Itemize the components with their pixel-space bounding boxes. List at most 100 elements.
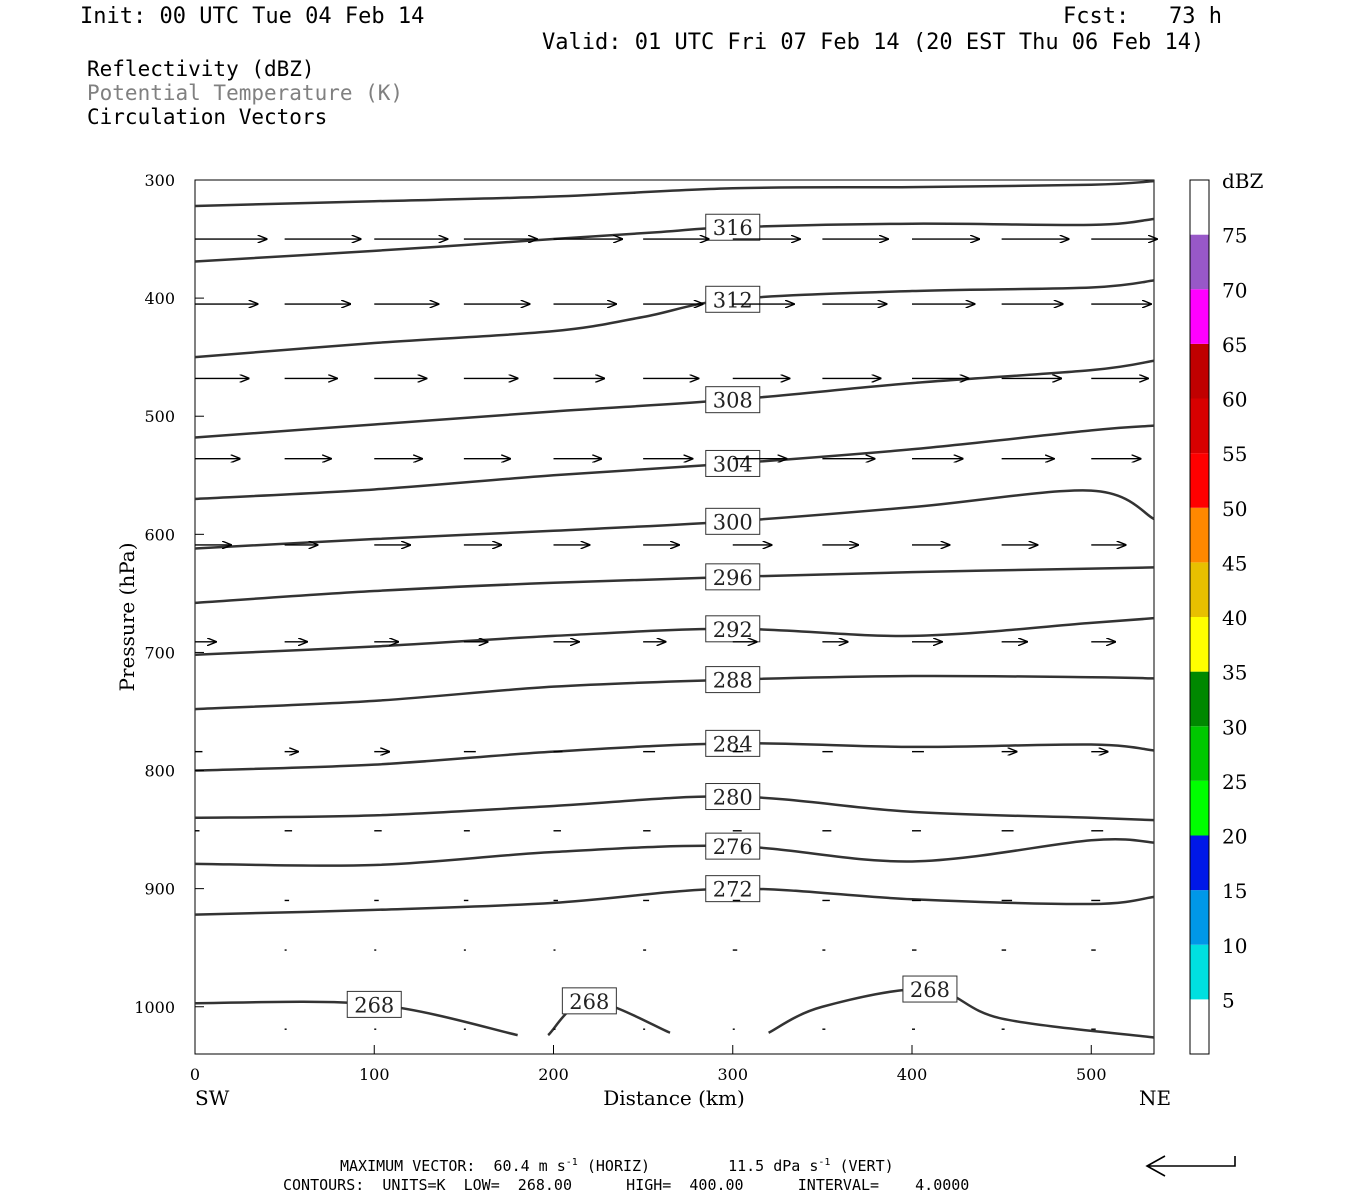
- contour-label-box: [705, 563, 761, 591]
- colorbar-level-label: 30: [1222, 715, 1247, 739]
- colorbar-swatch: [1190, 343, 1209, 399]
- colorbar-swatch: [1190, 835, 1209, 891]
- forecast-hour: Fcst: 73 h: [1063, 4, 1222, 29]
- colorbar-swatch: [1190, 398, 1209, 454]
- contour-label-text: 300: [713, 510, 753, 534]
- contour-label-box: [705, 213, 761, 241]
- contour-label: 308: [705, 386, 761, 414]
- y-tick-label: 600: [144, 525, 175, 544]
- horiz-unit-exponent: -1: [565, 1157, 578, 1168]
- max-vector-text: MAXIMUM VECTOR: 60.4 m s: [340, 1157, 566, 1175]
- contour-label: 268: [561, 987, 617, 1015]
- colorbar-level-label: 55: [1222, 442, 1247, 466]
- contour-layer: 316 312 308 304 300 296 292 288 284 280 276 272 268 2…: [194, 179, 1155, 1039]
- plot-area: [194, 179, 1155, 1055]
- valid-time: Valid: 01 UTC Fri 07 Feb 14 (20 EST Thu …: [542, 30, 1205, 55]
- colorbar-level-label: 75: [1222, 224, 1247, 248]
- contour-label: 292: [705, 615, 761, 643]
- colorbar-swatch: [1190, 780, 1209, 836]
- contour-label-text: 296: [713, 566, 753, 590]
- contour-line: [194, 279, 1155, 359]
- colorbar-swatch: [1190, 944, 1209, 1000]
- contour-label-text: 268: [354, 993, 394, 1017]
- contour-label-text: 308: [713, 389, 753, 413]
- legend-circulation-vectors: Circulation Vectors: [87, 105, 328, 129]
- init-time: Init: 00 UTC Tue 04 Feb 14: [80, 4, 425, 29]
- contour-label-text: 272: [713, 878, 753, 902]
- contour-label-text: 304: [713, 452, 753, 476]
- y-tick-label: 300: [144, 171, 175, 190]
- vert-unit-exponent: -1: [818, 1157, 831, 1168]
- colorbar-swatch: [1190, 617, 1209, 672]
- colorbar-level-label: 5: [1222, 988, 1235, 1012]
- colorbar-swatch: [1190, 180, 1209, 235]
- contour-label-box: [705, 729, 761, 757]
- colorbar-level-label: 25: [1222, 770, 1247, 794]
- colorbar-swatch: [1190, 562, 1209, 617]
- x-tick-label: 300: [717, 1065, 748, 1084]
- contour-label-box: [705, 875, 761, 903]
- colorbar-swatch: [1190, 999, 1209, 1054]
- colorbar-level-label: 70: [1222, 278, 1247, 302]
- x-tick-label: 100: [359, 1065, 390, 1084]
- y-tick-label: 1000: [134, 998, 175, 1017]
- x-tick-label: 500: [1076, 1065, 1107, 1084]
- axis-layer: 0 100 200 300 400 500 300 400 500 600 700 800 900 100…: [134, 171, 1106, 1084]
- colorbar-swatch: [1190, 507, 1209, 563]
- x-axis-label: Distance (km): [603, 1086, 745, 1110]
- contour-label-text: 292: [713, 618, 753, 642]
- y-tick-label: 800: [144, 762, 175, 781]
- contour-label: 268: [902, 975, 958, 1003]
- contour-label: 280: [705, 783, 761, 811]
- colorbar-swatch: [1190, 890, 1209, 945]
- contour-label-box: [705, 615, 761, 643]
- contour-label: 312: [705, 285, 761, 313]
- horiz-suffix: (HORIZ): [577, 1157, 651, 1175]
- legend-potential-temperature: Potential Temperature (K): [87, 81, 404, 105]
- reference-vector-icon: [1145, 1155, 1236, 1177]
- colorbar-level-label: 45: [1222, 551, 1247, 575]
- contour-label-box: [705, 507, 761, 535]
- colorbar-level-label: 35: [1222, 661, 1247, 685]
- contour-label-text: 280: [713, 786, 753, 810]
- colorbar-level-label: 50: [1222, 497, 1247, 521]
- contour-line: [194, 179, 1155, 208]
- contour-label-text: 276: [713, 835, 753, 859]
- contour-label: 268: [346, 990, 402, 1018]
- contour-label: 276: [705, 832, 761, 860]
- contour-label-text: 288: [713, 669, 753, 693]
- y-axis-label: Pressure (hPa): [115, 543, 139, 692]
- vert-vector-text: 11.5 dPa s: [728, 1157, 819, 1175]
- vert-suffix: (VERT): [830, 1157, 894, 1175]
- contour-label: 272: [705, 875, 761, 903]
- contour-label-text: 268: [569, 990, 609, 1014]
- contour-label-text: 316: [713, 216, 753, 240]
- colorbar-level-label: 40: [1222, 606, 1247, 630]
- x-end-label-right: NE: [1139, 1086, 1171, 1110]
- colorbar-swatch: [1190, 234, 1209, 290]
- contour-label: 284: [705, 729, 761, 757]
- contour-label-box: [902, 975, 958, 1003]
- contour-label: 300: [705, 507, 761, 535]
- contour-label-box: [561, 987, 617, 1015]
- colorbar-swatch: [1190, 289, 1209, 344]
- legend-reflectivity: Reflectivity (dBZ): [87, 57, 315, 81]
- contour-label: 288: [705, 666, 761, 694]
- x-tick-label: 0: [190, 1065, 200, 1084]
- contour-label-box: [705, 386, 761, 414]
- x-end-label-left: SW: [195, 1086, 230, 1110]
- colorbar-title: dBZ: [1222, 169, 1264, 193]
- contour-label-box: [705, 666, 761, 694]
- contour-label-box: [705, 285, 761, 313]
- y-tick-label: 400: [144, 289, 175, 308]
- colorbar-swatch: [1190, 726, 1209, 781]
- contour-label-box: [705, 783, 761, 811]
- y-tick-label: 700: [144, 643, 175, 662]
- colorbar: 5 10 15 20 25 30 35 40 45 50 55 60 65 70 75: [1189, 179, 1247, 1055]
- colorbar-swatch: [1190, 671, 1209, 727]
- x-tick-label: 200: [538, 1065, 569, 1084]
- contour-label-box: [705, 449, 761, 477]
- contour-label: 296: [705, 563, 761, 591]
- contour-label: 304: [705, 449, 761, 477]
